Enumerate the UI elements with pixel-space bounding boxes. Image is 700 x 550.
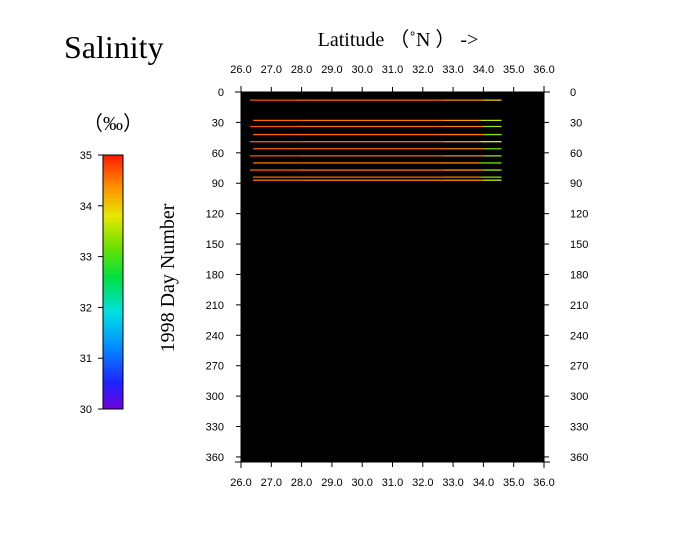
y-tick-label-right: 240 — [570, 330, 588, 342]
y-tick-label-left: 90 — [212, 178, 224, 190]
y-tick-label-left: 240 — [206, 330, 224, 342]
x-tick-label-top: 29.0 — [321, 64, 342, 76]
plot-area — [241, 92, 544, 462]
y-tick-label-left: 300 — [206, 391, 224, 403]
x-tick-label-top: 36.0 — [533, 64, 554, 76]
y-tick-label-right: 150 — [570, 239, 588, 251]
colorbar-tick-label: 33 — [80, 252, 92, 264]
x-tick-label-bottom: 31.0 — [382, 477, 403, 489]
x-tick-label-bottom: 34.0 — [473, 477, 494, 489]
y-tick-label-left: 0 — [218, 87, 224, 99]
x-tick-label-bottom: 32.0 — [412, 477, 433, 489]
colorbar-unit-label: （‰） — [83, 112, 143, 135]
x-tick-label-top: 33.0 — [442, 64, 463, 76]
x-tick-label-top: 35.0 — [503, 64, 524, 76]
colorbar-tick-label: 31 — [80, 353, 92, 365]
x-tick-label-top: 27.0 — [261, 64, 282, 76]
y-tick-label-left: 270 — [206, 361, 224, 373]
colorbar-ticks: 35 34 33 32 31 30 — [80, 150, 103, 416]
y-tick-label-left: 30 — [212, 117, 224, 129]
y-tick-label-right: 120 — [570, 209, 588, 221]
y-tick-label-right: 60 — [570, 148, 582, 160]
x-tick-label-bottom: 28.0 — [291, 477, 312, 489]
y-tick-label-left: 210 — [206, 300, 224, 312]
y-tick-label-right: 180 — [570, 269, 588, 281]
x-tick-label-top: 32.0 — [412, 64, 433, 76]
y-tick-label-right: 270 — [570, 361, 588, 373]
colorbar-tick-label: 34 — [80, 201, 92, 213]
colorbar-tick-label: 30 — [80, 404, 92, 416]
x-tick-label-top: 34.0 — [473, 64, 494, 76]
x-tick-label-bottom: 30.0 — [351, 477, 372, 489]
x-tick-label-bottom: 29.0 — [321, 477, 342, 489]
y-tick-label-right: 30 — [570, 117, 582, 129]
x-tick-label-bottom: 27.0 — [261, 477, 282, 489]
x-tick-label-bottom: 35.0 — [503, 477, 524, 489]
x-tick-label-top: 31.0 — [382, 64, 403, 76]
y-tick-label-right: 300 — [570, 391, 588, 403]
colorbar — [102, 154, 124, 410]
salinity-tracks — [250, 99, 502, 181]
axes: 26.0 26.0 27.0 27.0 28.0 28.0 29.0 29.0 30.0 30.0… — [206, 64, 589, 489]
colorbar-tick-label: 32 — [80, 302, 92, 314]
y-tick-label-left: 120 — [206, 209, 224, 221]
chart-title: Salinity — [64, 29, 164, 65]
x-tick-label-top: 26.0 — [230, 64, 251, 76]
x-tick-label-bottom: 33.0 — [442, 477, 463, 489]
y-axis-title: 1998 Day Number — [157, 203, 179, 352]
y-tick-label-left: 360 — [206, 452, 224, 464]
y-tick-label-left: 180 — [206, 269, 224, 281]
y-tick-label-right: 0 — [570, 87, 576, 99]
x-tick-label-bottom: 36.0 — [533, 477, 554, 489]
y-tick-label-left: 60 — [212, 148, 224, 160]
x-tick-label-bottom: 26.0 — [230, 477, 251, 489]
y-tick-label-right: 210 — [570, 300, 588, 312]
colorbar-tick-label: 35 — [80, 150, 92, 162]
y-tick-label-right: 360 — [570, 452, 588, 464]
x-axis-title: Latitude （˚N ） -> — [318, 28, 479, 51]
y-tick-label-right: 330 — [570, 422, 588, 434]
y-tick-label-left: 150 — [206, 239, 224, 251]
y-tick-label-right: 90 — [570, 178, 582, 190]
x-tick-label-top: 30.0 — [351, 64, 372, 76]
y-tick-label-left: 330 — [206, 422, 224, 434]
x-tick-label-top: 28.0 — [291, 64, 312, 76]
